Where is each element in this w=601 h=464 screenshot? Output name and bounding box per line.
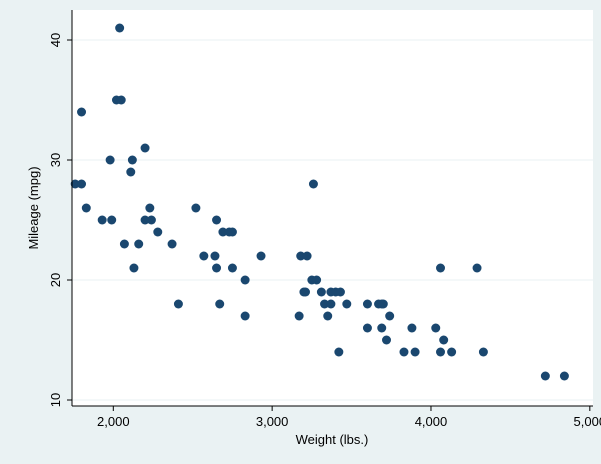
data-point-26 (212, 263, 222, 273)
data-point-2 (77, 179, 87, 189)
y-tick-label-1: 20 (48, 273, 63, 287)
data-point-9 (116, 95, 126, 105)
data-point-23 (199, 251, 209, 261)
y-tick-label-2: 30 (48, 153, 63, 167)
data-point-21 (173, 299, 183, 309)
x-tick-label-1: 3,000 (256, 414, 289, 429)
data-point-25 (212, 215, 222, 225)
data-point-18 (146, 215, 156, 225)
data-point-13 (129, 263, 139, 273)
data-point-69 (478, 347, 488, 357)
data-point-19 (153, 227, 163, 237)
data-point-16 (140, 215, 150, 225)
data-point-43 (316, 287, 326, 297)
data-point-57 (378, 299, 388, 309)
data-point-64 (436, 347, 446, 357)
data-point-5 (105, 155, 115, 165)
data-point-42 (312, 275, 322, 285)
y-axis-ticks: 10 20 30 40 (48, 33, 72, 407)
data-point-59 (385, 311, 395, 321)
data-point-68 (472, 263, 482, 273)
data-point-10 (119, 239, 129, 249)
data-point-46 (326, 299, 336, 309)
data-point-28 (218, 227, 228, 237)
data-point-44 (320, 299, 330, 309)
x-tick-label-2: 4,000 (415, 414, 448, 429)
data-point-67 (447, 347, 457, 357)
data-point-4 (97, 215, 107, 225)
data-point-15 (140, 143, 150, 153)
plot-area (72, 10, 593, 406)
data-point-17 (145, 203, 155, 213)
data-point-71 (559, 371, 569, 381)
data-point-6 (107, 215, 117, 225)
data-point-14 (134, 239, 144, 249)
data-point-52 (362, 299, 372, 309)
x-axis-label: Weight (lbs.) (296, 432, 369, 447)
data-point-49 (334, 347, 344, 357)
data-point-45 (323, 311, 333, 321)
data-point-61 (407, 323, 417, 333)
data-point-36 (296, 251, 306, 261)
data-point-62 (410, 347, 420, 357)
data-point-70 (540, 371, 550, 381)
data-point-3 (81, 203, 91, 213)
x-tick-label-0: 2,000 (97, 414, 130, 429)
y-tick-label-3: 40 (48, 33, 63, 47)
data-point-39 (302, 251, 312, 261)
data-point-22 (191, 203, 201, 213)
data-point-0 (70, 179, 80, 189)
y-axis-label: Mileage (mpg) (26, 166, 41, 249)
data-point-53 (362, 323, 372, 333)
data-point-58 (382, 335, 392, 345)
data-point-51 (342, 299, 352, 309)
data-points (70, 23, 569, 381)
data-point-11 (126, 167, 136, 177)
data-point-65 (436, 263, 446, 273)
data-point-31 (227, 263, 237, 273)
data-point-66 (439, 335, 449, 345)
data-point-30 (227, 227, 237, 237)
y-tick-label-0: 10 (48, 393, 63, 407)
x-axis-ticks: 2,000 3,000 4,000 5,000 (97, 406, 601, 429)
data-point-55 (377, 323, 387, 333)
gridlines (72, 39, 593, 401)
data-point-63 (431, 323, 441, 333)
data-point-32 (240, 275, 250, 285)
data-point-20 (167, 239, 177, 249)
data-point-60 (399, 347, 409, 357)
data-point-24 (210, 251, 220, 261)
x-tick-label-3: 5,000 (574, 414, 601, 429)
data-point-35 (294, 311, 304, 321)
data-point-12 (127, 155, 137, 165)
data-point-50 (335, 287, 345, 297)
data-point-1 (77, 107, 87, 117)
data-point-38 (300, 287, 310, 297)
data-point-34 (256, 251, 266, 261)
data-point-27 (215, 299, 225, 309)
data-point-41 (308, 179, 318, 189)
data-point-33 (240, 311, 250, 321)
data-point-8 (115, 23, 125, 33)
